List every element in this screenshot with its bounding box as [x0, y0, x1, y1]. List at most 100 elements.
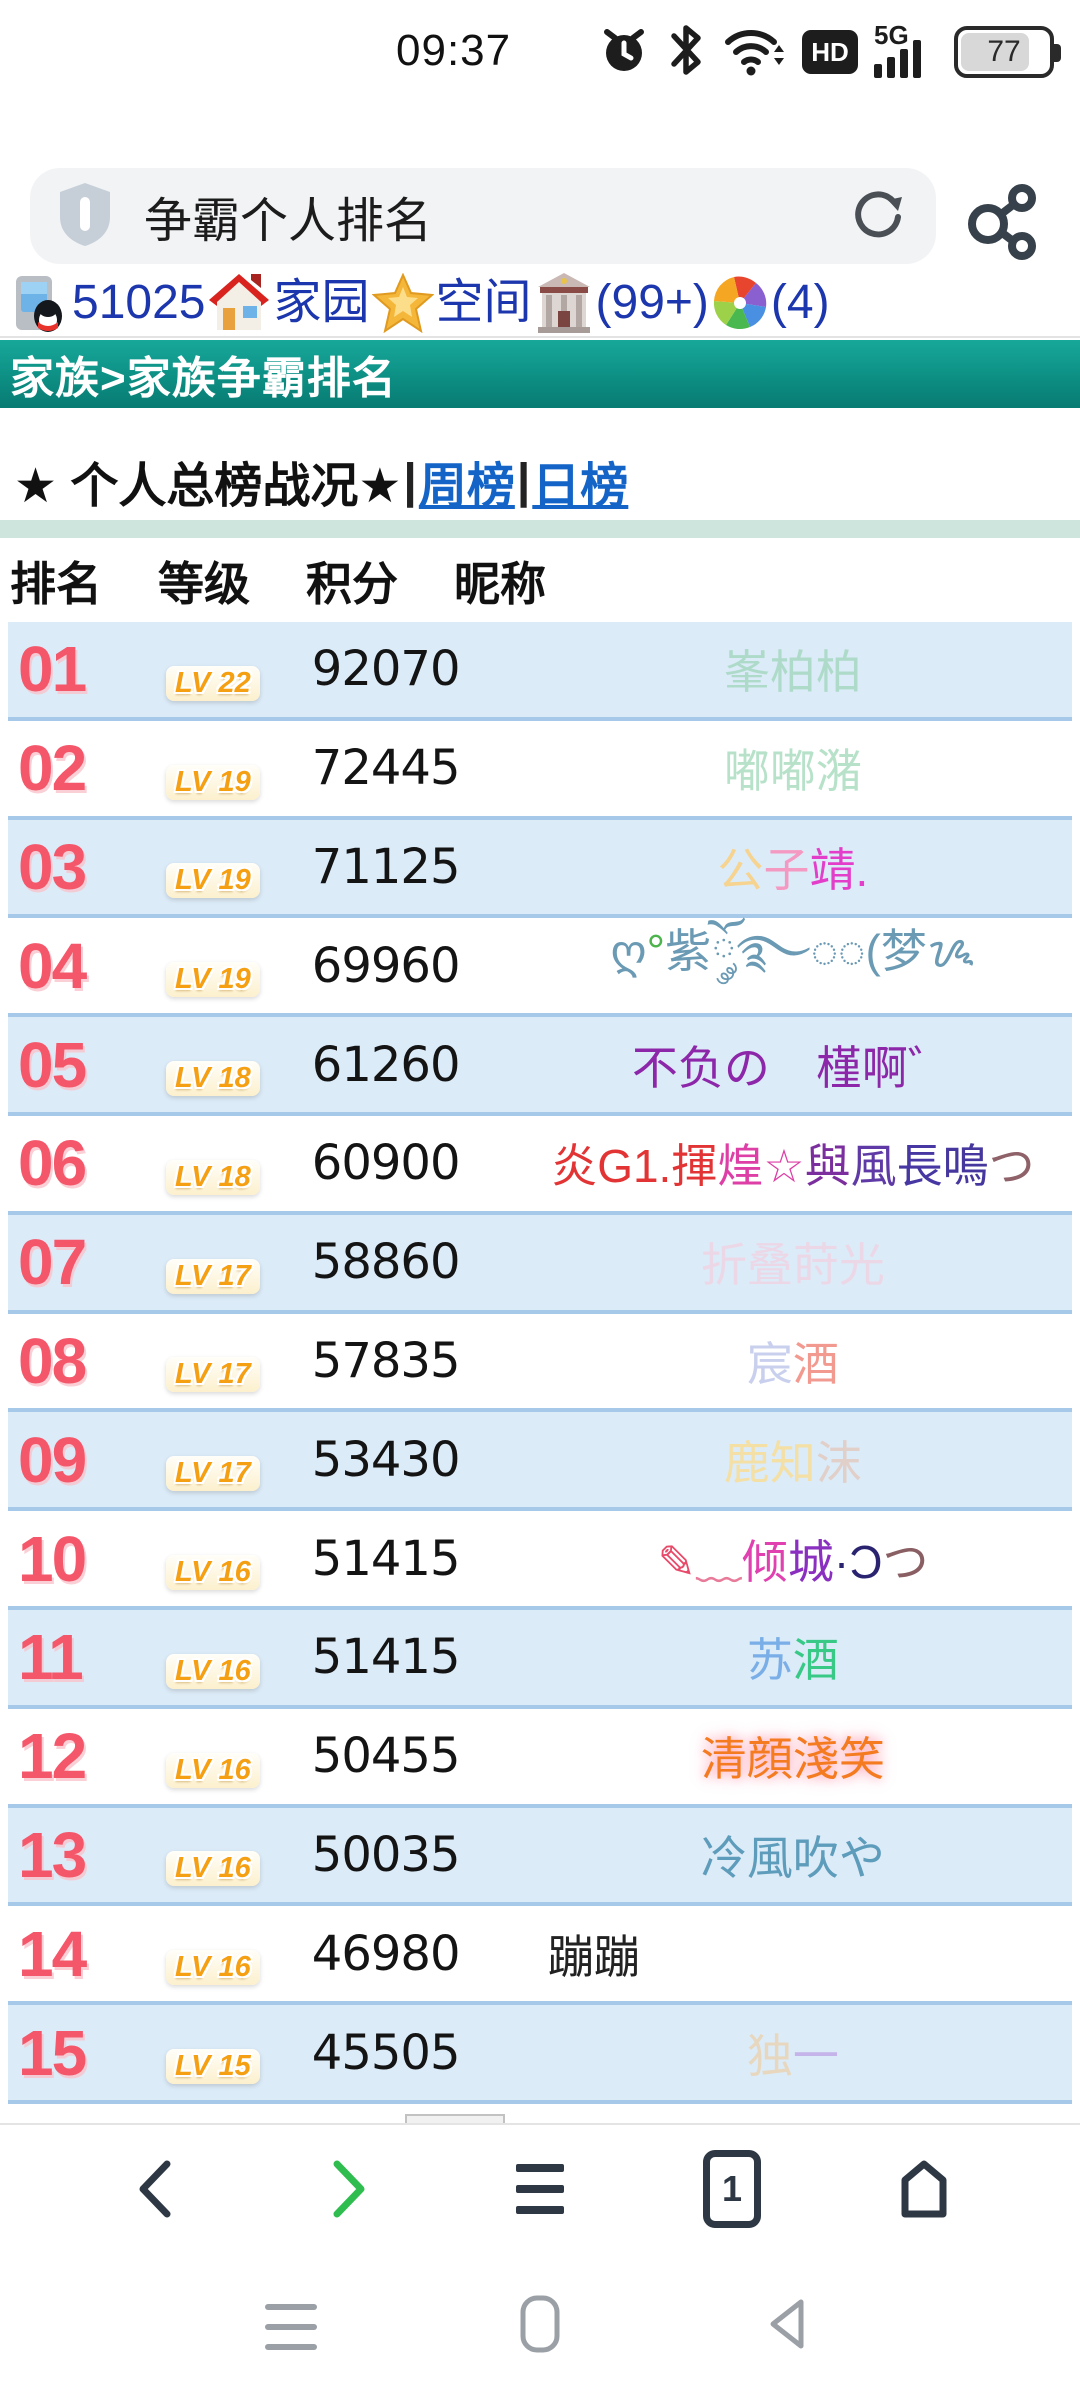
nickname-part: 子 [763, 843, 810, 896]
score-value: 92070 [311, 641, 461, 698]
rank-number: 12 [18, 1720, 87, 1793]
nickname: ღ°紫ོ༘࿐◌◌(梦ᝰ [538, 901, 1072, 1030]
score-value: 71125 [311, 838, 461, 895]
quick-link-album-count[interactable]: (4) [770, 276, 830, 329]
nickname-part: ﹏ [695, 1535, 742, 1588]
nickname-part: 公 [717, 843, 764, 896]
score-value: 51415 [311, 1629, 461, 1686]
score-value: 69960 [311, 937, 461, 994]
score-value: 51415 [311, 1530, 461, 1587]
board-title-row: ★ 个人总榜战况★ | 周榜 | 日榜 [14, 446, 628, 516]
breadcrumb: 家族>家族争霸排名 [10, 354, 397, 403]
browser-toolbar: 1 [0, 2123, 1080, 2253]
table-row: 07 LV 17 58860 折叠莳光 [8, 1214, 1072, 1314]
home-button[interactable] [879, 2144, 969, 2234]
back-button[interactable] [111, 2144, 201, 2234]
table-row: 14 LV 16 46980 蹦蹦 [8, 1906, 1072, 2006]
nickname: 不负の 槿啊゛ [538, 1032, 1072, 1098]
system-menu-button[interactable] [265, 2303, 317, 2350]
score-value: 46980 [311, 1925, 461, 1982]
level-badge: LV 16 [166, 1752, 260, 1788]
rank-number: 09 [18, 1423, 87, 1496]
header-nickname: 昵称 [454, 558, 546, 610]
level-badge: LV 16 [166, 1851, 260, 1887]
share-icon[interactable] [958, 180, 1042, 269]
nickname-part: ° [646, 925, 666, 978]
tab-day-rank[interactable]: 日榜 [532, 460, 629, 513]
quick-link-home[interactable]: 家园 [273, 276, 370, 329]
level-badge: LV 18 [166, 1159, 260, 1195]
rank-number: 10 [18, 1522, 87, 1595]
nickname-part: 與 [804, 1140, 851, 1193]
level-badge: LV 19 [166, 962, 260, 998]
rank-number: 07 [18, 1226, 87, 1299]
level-badge: LV 19 [166, 764, 260, 800]
nickname-part: 独 [746, 2029, 793, 2082]
table-row: 13 LV 16 50035 冷風吹や [8, 1807, 1072, 1907]
nickname: ✎﹏倾城·Ɔつ [538, 1526, 1072, 1592]
system-navigation-bar [0, 2253, 1080, 2400]
nickname-part: 清顔淺笑 [700, 1733, 885, 1786]
score-value: 53430 [311, 1431, 461, 1488]
battery-icon: 77 [954, 26, 1061, 78]
forward-button[interactable] [303, 2144, 393, 2234]
rank-number: 11 [18, 1621, 84, 1694]
level-badge: LV 22 [166, 665, 260, 701]
alarm-icon [598, 24, 650, 81]
level-badge: LV 17 [166, 1258, 260, 1294]
nickname-part: つ [882, 1535, 929, 1588]
nickname: 独一 [538, 2020, 1072, 2086]
menu-button[interactable] [495, 2144, 585, 2234]
5g-signal-icon: 5G [874, 20, 938, 80]
tabs-button[interactable]: 1 [687, 2144, 777, 2234]
table-row: 03 LV 19 71125 公子靖. [8, 819, 1072, 919]
nickname: 冷風吹や [538, 1822, 1072, 1888]
nickname: 蹦蹦 [538, 1921, 1072, 1987]
score-value: 50035 [311, 1826, 461, 1883]
nickname-part: 風 [850, 1140, 897, 1193]
score-value: 45505 [311, 2024, 461, 2081]
rank-number: 08 [18, 1324, 87, 1397]
tab-week-rank[interactable]: 周榜 [418, 460, 515, 513]
nickname-part: 冷風吹や [700, 1831, 885, 1884]
rank-number: 06 [18, 1127, 87, 1200]
nickname-part: 長 [896, 1140, 943, 1193]
level-badge: LV 17 [166, 1456, 260, 1492]
nickname-part: つ [988, 1140, 1035, 1193]
search-query-text[interactable]: 争霸个人排名 [144, 195, 433, 248]
wifi-icon [722, 24, 786, 81]
table-row: 04 LV 19 69960 ღ°紫ོ༘࿐◌◌(梦ᝰ [8, 918, 1072, 1018]
hd-icon: HD [802, 30, 858, 74]
quick-link-space[interactable]: 空间 [435, 276, 532, 329]
rank-number: 04 [18, 929, 87, 1002]
system-back-button[interactable] [763, 2294, 815, 2359]
nickname: 清顔淺笑 [538, 1723, 1072, 1789]
score-value: 58860 [311, 1234, 461, 1291]
nickname-part: 蹦蹦 [547, 1930, 640, 1983]
quick-link-number[interactable]: 51025 [72, 276, 206, 329]
refresh-icon[interactable] [848, 183, 910, 250]
nickname: 苏酒 [538, 1624, 1072, 1690]
nickname-part: ·Ɔ [833, 1535, 883, 1588]
nickname-part: 酒 [792, 1337, 839, 1390]
nickname-part: 城 [787, 1535, 834, 1588]
search-bar[interactable]: 争霸个人排名 [30, 168, 936, 264]
level-badge: LV 17 [166, 1357, 260, 1393]
level-badge: LV 16 [166, 1653, 260, 1689]
pinwheel-icon [711, 274, 769, 332]
page-title: ★ 个人总榜战况★ [14, 460, 402, 513]
bluetooth-icon [666, 22, 706, 83]
nickname-part: 煌☆ [717, 1140, 805, 1193]
nickname-part: 折叠莳光 [700, 1239, 885, 1292]
score-value: 60900 [311, 1135, 461, 1192]
divider [0, 520, 1080, 538]
nickname: 峯柏柏 [538, 636, 1072, 702]
clock-time: 09:37 [396, 26, 512, 75]
rank-number: 15 [18, 2016, 87, 2089]
table-row: 10 LV 16 51415 ✎﹏倾城·Ɔつ [8, 1511, 1072, 1610]
table-row: 11 LV 16 51415 苏酒 [8, 1609, 1072, 1709]
table-header: 排名 等级 积分 昵称 [10, 548, 546, 614]
nickname-part: 峯柏柏 [723, 646, 862, 699]
system-home-button[interactable] [517, 2292, 563, 2361]
quick-link-message-count[interactable]: (99+) [595, 276, 709, 329]
